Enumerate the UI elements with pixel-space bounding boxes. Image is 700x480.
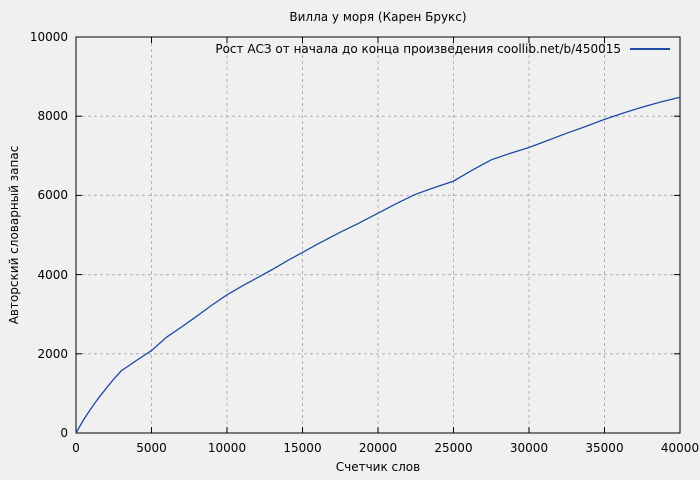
x-tick-label: 0 <box>72 441 80 455</box>
x-tick-label: 40000 <box>660 441 700 455</box>
y-tick-label: 0 <box>60 426 68 440</box>
x-tick-label: 10000 <box>207 441 247 455</box>
x-tick-label: 30000 <box>509 441 549 455</box>
y-tick-label: 6000 <box>37 188 68 203</box>
series-line <box>75 96 681 434</box>
x-tick-label: 35000 <box>585 441 624 455</box>
y-tick-label: 4000 <box>37 267 68 282</box>
y-axis-label: Авторский словарный запас <box>7 145 21 325</box>
x-tick-label: 20000 <box>358 441 398 455</box>
x-tick-label: 5000 <box>136 441 167 455</box>
x-tick-label: 25000 <box>434 441 473 455</box>
y-tick-label: 8000 <box>37 109 68 124</box>
x-tick-label: 15000 <box>283 441 322 455</box>
x-axis-label: Счетчик слов <box>335 460 421 474</box>
y-tick-label: 2000 <box>37 346 68 361</box>
plot-frame <box>75 36 681 434</box>
y-tick-label: 10000 <box>29 30 68 44</box>
chart-title: Вилла у моря (Карен Брукс) <box>289 10 467 24</box>
grid-lines <box>76 37 680 433</box>
